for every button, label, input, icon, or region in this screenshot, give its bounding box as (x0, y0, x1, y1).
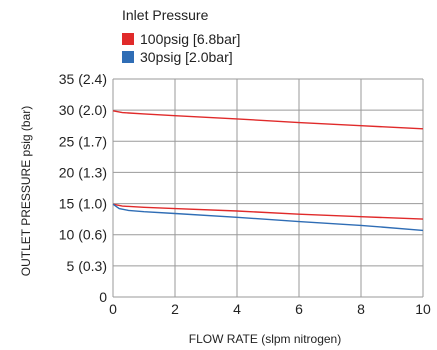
y-tick-label: 15 (1.0) (59, 196, 107, 212)
y-tick-label: 10 (0.6) (59, 227, 107, 243)
series-line-2 (112, 203, 424, 232)
legend-swatch-30psig (122, 51, 134, 63)
x-tick-label: 8 (357, 301, 365, 317)
x-tick-label: 0 (109, 301, 117, 317)
legend-label-100psig: 100psig [6.8bar] (140, 31, 240, 47)
y-tick-label: 0 (99, 289, 107, 305)
y-tick-label: 30 (2.0) (59, 102, 107, 118)
series-line-0 (112, 110, 424, 130)
legend-swatch-100psig (122, 33, 134, 45)
x-tick-label: 10 (415, 301, 431, 317)
x-tick-label: 4 (233, 301, 241, 317)
y-tick-label: 25 (1.7) (59, 133, 107, 149)
series (112, 110, 424, 232)
y-tick-label: 20 (1.3) (59, 164, 107, 180)
x-tick-label: 2 (171, 301, 179, 317)
series-line-1 (112, 203, 424, 220)
legend-title: Inlet Pressure (122, 7, 209, 23)
grid (112, 78, 424, 298)
y-tick-label: 35 (2.4) (59, 71, 107, 87)
x-axis-title: FLOW RATE (slpm nitrogen) (189, 332, 341, 346)
axes: 0 5 (0.3) 10 (0.6) 15 (1.0) 20 (1.3) 25 (1.7)… (59, 71, 431, 317)
x-tick-label: 6 (295, 301, 303, 317)
legend-label-30psig: 30psig [2.0bar] (140, 49, 233, 65)
y-tick-label: 5 (0.3) (67, 258, 107, 274)
y-axis-title: OUTLET PRESSURE psig (bar) (19, 106, 33, 277)
